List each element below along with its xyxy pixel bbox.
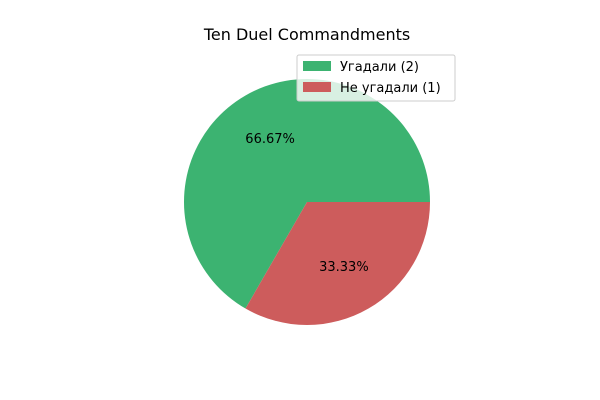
slice-percent-label-1: 33.33%: [319, 260, 369, 275]
legend-swatch-0: [303, 61, 331, 71]
legend-label-0: Угадали (2): [340, 60, 419, 75]
pie-slices: [183, 78, 430, 325]
legend-frame: [296, 54, 456, 102]
slice-percent-label-0: 66.67%: [245, 132, 295, 147]
pie-slice-0: [183, 78, 430, 309]
chart-title: Ten Duel Commandments: [203, 25, 410, 44]
pie-slice-1: [245, 202, 430, 325]
slice-labels: 66.67% 33.33%: [245, 132, 368, 275]
legend: Угадали (2) Не угадали (1): [296, 54, 456, 102]
legend-swatch-1: [303, 82, 331, 92]
legend-label-1: Не угадали (1): [340, 81, 441, 96]
